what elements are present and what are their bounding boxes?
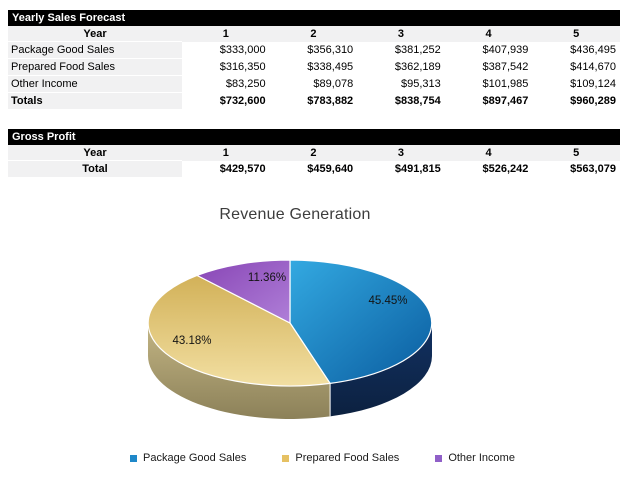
pie-slice-package-good-sales	[289, 259, 433, 384]
legend-item-other-income: Other Income	[435, 452, 515, 464]
table-cell: $95,313	[357, 76, 445, 93]
table-cell: $491,815	[357, 161, 445, 178]
table-total-row: Total $429,570 $459,640 $491,815 $526,24…	[8, 161, 620, 178]
table-cell: $414,670	[532, 59, 620, 76]
pie-label-prepared-food-sales: 43.18%	[172, 335, 211, 347]
table-row: Package Good Sales $333,000 $356,310 $38…	[8, 42, 620, 59]
table-cell: $407,939	[444, 42, 533, 59]
table-row: Prepared Food Sales $316,350 $338,495 $3…	[8, 59, 620, 76]
year-header-label: Year	[8, 145, 182, 161]
legend-label: Package Good Sales	[143, 452, 247, 464]
year-col-header: 1	[222, 147, 229, 159]
pie-slice-other-income	[196, 259, 291, 324]
table-cell: $387,542	[444, 59, 533, 76]
table-cell: $732,600	[182, 93, 270, 110]
table-cell: $338,495	[269, 59, 358, 76]
table-totals-row: Totals $732,600 $783,882 $838,754 $897,4…	[8, 93, 620, 110]
table-cell: $960,289	[532, 93, 620, 110]
legend-swatch-purple-icon	[435, 454, 443, 462]
table-cell: $526,242	[444, 161, 533, 178]
year-col-header: 2	[310, 28, 317, 40]
year-col-header: 4	[485, 147, 492, 159]
year-col-header: 3	[397, 147, 405, 159]
legend-item-package-good-sales: Package Good Sales	[130, 452, 246, 464]
legend-swatch-blue-icon	[130, 454, 137, 462]
year-col-header: 3	[397, 28, 405, 40]
table-title-bar: Gross Profit	[8, 129, 620, 145]
legend-label: Other Income	[448, 452, 515, 464]
year-col-header: 4	[485, 28, 492, 40]
table-cell: $838,754	[357, 93, 445, 110]
row-label: Totals	[8, 93, 182, 110]
year-header-label: Year	[8, 26, 182, 42]
pie-side-blue	[330, 323, 432, 417]
gross-profit-table: Gross Profit Year 1 2 3 4 5 Total $429,5…	[8, 129, 620, 178]
row-label: Package Good Sales	[8, 42, 182, 59]
table-cell: $83,250	[182, 76, 270, 93]
yearly-sales-forecast-table: Yearly Sales Forecast Year 1 2 3 4 5 Pac…	[8, 10, 620, 110]
table-row: Other Income $83,250 $89,078 $95,313 $10…	[8, 76, 620, 93]
row-label: Prepared Food Sales	[8, 59, 182, 76]
table-cell: $333,000	[182, 42, 270, 59]
table-title-bar: Yearly Sales Forecast	[8, 10, 620, 26]
table-cell: $436,495	[532, 42, 620, 59]
table-cell: $563,079	[532, 161, 620, 178]
pie-label-package-good-sales: 45.45%	[368, 295, 407, 307]
table-cell: $459,640	[269, 161, 358, 178]
table-cell: $316,350	[182, 59, 270, 76]
year-col-header: 5	[573, 28, 580, 40]
year-col-header: 5	[573, 147, 580, 159]
pie-side-gold	[148, 323, 331, 419]
table-cell: $783,882	[269, 93, 358, 110]
table-cell: $101,985	[444, 76, 533, 93]
legend-item-prepared-food-sales: Prepared Food Sales	[282, 452, 399, 464]
chart-title: Revenue Generation	[219, 206, 371, 223]
year-col-header: 1	[222, 28, 229, 40]
pie-label-other-income: 11.36%	[248, 272, 286, 284]
revenue-pie-chart: 45.45% 43.18% 11.36%	[147, 259, 433, 419]
row-label: Other Income	[8, 76, 182, 93]
table-cell: $897,467	[444, 93, 533, 110]
row-label: Total	[8, 161, 182, 178]
year-col-header: 2	[310, 147, 317, 159]
pie-slice-prepared-food-sales	[147, 274, 331, 387]
table-cell: $362,189	[357, 59, 445, 76]
table-cell: $356,310	[269, 42, 358, 59]
table-cell: $109,124	[532, 76, 620, 93]
table-header-row: Year 1 2 3 4 5	[8, 145, 620, 161]
legend-label: Prepared Food Sales	[295, 452, 400, 464]
table-cell: $429,570	[182, 161, 270, 178]
table-cell: $89,078	[269, 76, 358, 93]
legend-swatch-gold-icon	[282, 454, 290, 462]
table-header-row: Year 1 2 3 4 5	[8, 26, 620, 42]
table-cell: $381,252	[357, 42, 445, 59]
chart-legend: Package Good Sales Prepared Food Sales O…	[130, 452, 515, 464]
